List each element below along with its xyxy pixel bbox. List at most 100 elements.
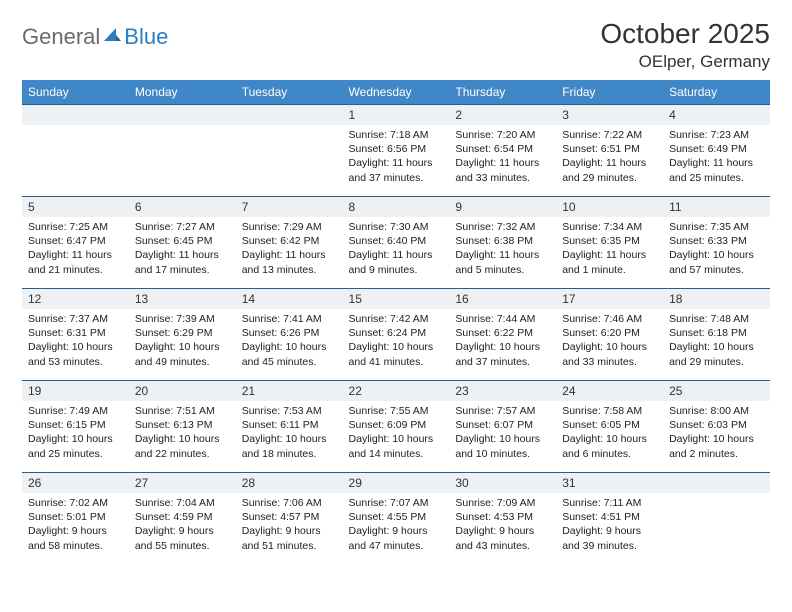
sunset-text: Sunset: 6:15 PM	[28, 418, 123, 432]
sunset-text: Sunset: 6:24 PM	[349, 326, 444, 340]
sunset-text: Sunset: 6:33 PM	[669, 234, 764, 248]
day-body: Sunrise: 7:02 AMSunset: 5:01 PMDaylight:…	[22, 493, 129, 557]
day-number: 2	[449, 105, 556, 125]
day-cell: 20Sunrise: 7:51 AMSunset: 6:13 PMDayligh…	[129, 381, 236, 473]
daylight-text: Daylight: 10 hours and 45 minutes.	[242, 340, 337, 368]
day-body: Sunrise: 7:55 AMSunset: 6:09 PMDaylight:…	[343, 401, 450, 465]
day-number: 25	[663, 381, 770, 401]
sunrise-text: Sunrise: 7:46 AM	[562, 312, 657, 326]
day-body: Sunrise: 7:41 AMSunset: 6:26 PMDaylight:…	[236, 309, 343, 373]
sunset-text: Sunset: 6:07 PM	[455, 418, 550, 432]
day-body: Sunrise: 7:37 AMSunset: 6:31 PMDaylight:…	[22, 309, 129, 373]
day-cell: 10Sunrise: 7:34 AMSunset: 6:35 PMDayligh…	[556, 197, 663, 289]
sunrise-text: Sunrise: 7:32 AM	[455, 220, 550, 234]
sunset-text: Sunset: 6:11 PM	[242, 418, 337, 432]
day-body: Sunrise: 7:04 AMSunset: 4:59 PMDaylight:…	[129, 493, 236, 557]
day-body: Sunrise: 7:22 AMSunset: 6:51 PMDaylight:…	[556, 125, 663, 189]
day-cell: 18Sunrise: 7:48 AMSunset: 6:18 PMDayligh…	[663, 289, 770, 381]
day-number: 5	[22, 197, 129, 217]
day-cell: 30Sunrise: 7:09 AMSunset: 4:53 PMDayligh…	[449, 473, 556, 565]
day-cell: 11Sunrise: 7:35 AMSunset: 6:33 PMDayligh…	[663, 197, 770, 289]
sunset-text: Sunset: 4:53 PM	[455, 510, 550, 524]
daylight-text: Daylight: 11 hours and 17 minutes.	[135, 248, 230, 276]
day-number: 21	[236, 381, 343, 401]
daylight-text: Daylight: 11 hours and 21 minutes.	[28, 248, 123, 276]
sunset-text: Sunset: 6:45 PM	[135, 234, 230, 248]
sunrise-text: Sunrise: 7:51 AM	[135, 404, 230, 418]
day-body: Sunrise: 7:53 AMSunset: 6:11 PMDaylight:…	[236, 401, 343, 465]
sunrise-text: Sunrise: 7:42 AM	[349, 312, 444, 326]
day-body: Sunrise: 7:58 AMSunset: 6:05 PMDaylight:…	[556, 401, 663, 465]
day-body: Sunrise: 7:51 AMSunset: 6:13 PMDaylight:…	[129, 401, 236, 465]
day-body: Sunrise: 7:29 AMSunset: 6:42 PMDaylight:…	[236, 217, 343, 281]
day-cell: 25Sunrise: 8:00 AMSunset: 6:03 PMDayligh…	[663, 381, 770, 473]
sunrise-text: Sunrise: 7:58 AM	[562, 404, 657, 418]
sunset-text: Sunset: 6:47 PM	[28, 234, 123, 248]
daylight-text: Daylight: 10 hours and 22 minutes.	[135, 432, 230, 460]
daylight-text: Daylight: 11 hours and 1 minute.	[562, 248, 657, 276]
dow-wednesday: Wednesday	[343, 80, 450, 105]
page-header: General Blue October 2025 OElper, German…	[22, 18, 770, 72]
day-number: 9	[449, 197, 556, 217]
daylight-text: Daylight: 10 hours and 33 minutes.	[562, 340, 657, 368]
sunset-text: Sunset: 6:09 PM	[349, 418, 444, 432]
dow-tuesday: Tuesday	[236, 80, 343, 105]
sunrise-text: Sunrise: 7:27 AM	[135, 220, 230, 234]
sunrise-text: Sunrise: 7:55 AM	[349, 404, 444, 418]
day-cell: 3Sunrise: 7:22 AMSunset: 6:51 PMDaylight…	[556, 105, 663, 197]
daylight-text: Daylight: 11 hours and 37 minutes.	[349, 156, 444, 184]
day-number	[236, 105, 343, 125]
day-number: 26	[22, 473, 129, 493]
sunset-text: Sunset: 6:42 PM	[242, 234, 337, 248]
day-number: 23	[449, 381, 556, 401]
day-number: 6	[129, 197, 236, 217]
daylight-text: Daylight: 9 hours and 43 minutes.	[455, 524, 550, 552]
day-body: Sunrise: 7:34 AMSunset: 6:35 PMDaylight:…	[556, 217, 663, 281]
day-number: 24	[556, 381, 663, 401]
day-number: 17	[556, 289, 663, 309]
day-cell: 8Sunrise: 7:30 AMSunset: 6:40 PMDaylight…	[343, 197, 450, 289]
day-cell: 9Sunrise: 7:32 AMSunset: 6:38 PMDaylight…	[449, 197, 556, 289]
sunrise-text: Sunrise: 7:49 AM	[28, 404, 123, 418]
day-body	[236, 125, 343, 132]
sunset-text: Sunset: 6:13 PM	[135, 418, 230, 432]
sunrise-text: Sunrise: 7:23 AM	[669, 128, 764, 142]
day-body	[129, 125, 236, 132]
dow-friday: Friday	[556, 80, 663, 105]
day-cell: 4Sunrise: 7:23 AMSunset: 6:49 PMDaylight…	[663, 105, 770, 197]
day-number: 15	[343, 289, 450, 309]
sunrise-text: Sunrise: 7:30 AM	[349, 220, 444, 234]
daylight-text: Daylight: 10 hours and 29 minutes.	[669, 340, 764, 368]
sunset-text: Sunset: 6:49 PM	[669, 142, 764, 156]
daylight-text: Daylight: 9 hours and 58 minutes.	[28, 524, 123, 552]
day-cell: 24Sunrise: 7:58 AMSunset: 6:05 PMDayligh…	[556, 381, 663, 473]
logo: General Blue	[22, 18, 168, 50]
day-number: 27	[129, 473, 236, 493]
sunset-text: Sunset: 6:18 PM	[669, 326, 764, 340]
day-number: 13	[129, 289, 236, 309]
sunset-text: Sunset: 6:51 PM	[562, 142, 657, 156]
day-body: Sunrise: 7:11 AMSunset: 4:51 PMDaylight:…	[556, 493, 663, 557]
sunset-text: Sunset: 6:05 PM	[562, 418, 657, 432]
dow-saturday: Saturday	[663, 80, 770, 105]
day-of-week-row: Sunday Monday Tuesday Wednesday Thursday…	[22, 80, 770, 105]
sunrise-text: Sunrise: 7:07 AM	[349, 496, 444, 510]
day-cell: 27Sunrise: 7:04 AMSunset: 4:59 PMDayligh…	[129, 473, 236, 565]
day-cell: 29Sunrise: 7:07 AMSunset: 4:55 PMDayligh…	[343, 473, 450, 565]
day-number: 30	[449, 473, 556, 493]
day-cell	[663, 473, 770, 565]
sunrise-text: Sunrise: 7:20 AM	[455, 128, 550, 142]
day-number: 18	[663, 289, 770, 309]
sunset-text: Sunset: 6:56 PM	[349, 142, 444, 156]
calendar-table: Sunday Monday Tuesday Wednesday Thursday…	[22, 80, 770, 565]
daylight-text: Daylight: 11 hours and 25 minutes.	[669, 156, 764, 184]
daylight-text: Daylight: 10 hours and 25 minutes.	[28, 432, 123, 460]
day-body: Sunrise: 7:42 AMSunset: 6:24 PMDaylight:…	[343, 309, 450, 373]
week-row: 26Sunrise: 7:02 AMSunset: 5:01 PMDayligh…	[22, 473, 770, 565]
day-cell: 15Sunrise: 7:42 AMSunset: 6:24 PMDayligh…	[343, 289, 450, 381]
sunset-text: Sunset: 6:20 PM	[562, 326, 657, 340]
day-cell: 2Sunrise: 7:20 AMSunset: 6:54 PMDaylight…	[449, 105, 556, 197]
sunset-text: Sunset: 4:55 PM	[349, 510, 444, 524]
daylight-text: Daylight: 9 hours and 51 minutes.	[242, 524, 337, 552]
week-row: 19Sunrise: 7:49 AMSunset: 6:15 PMDayligh…	[22, 381, 770, 473]
